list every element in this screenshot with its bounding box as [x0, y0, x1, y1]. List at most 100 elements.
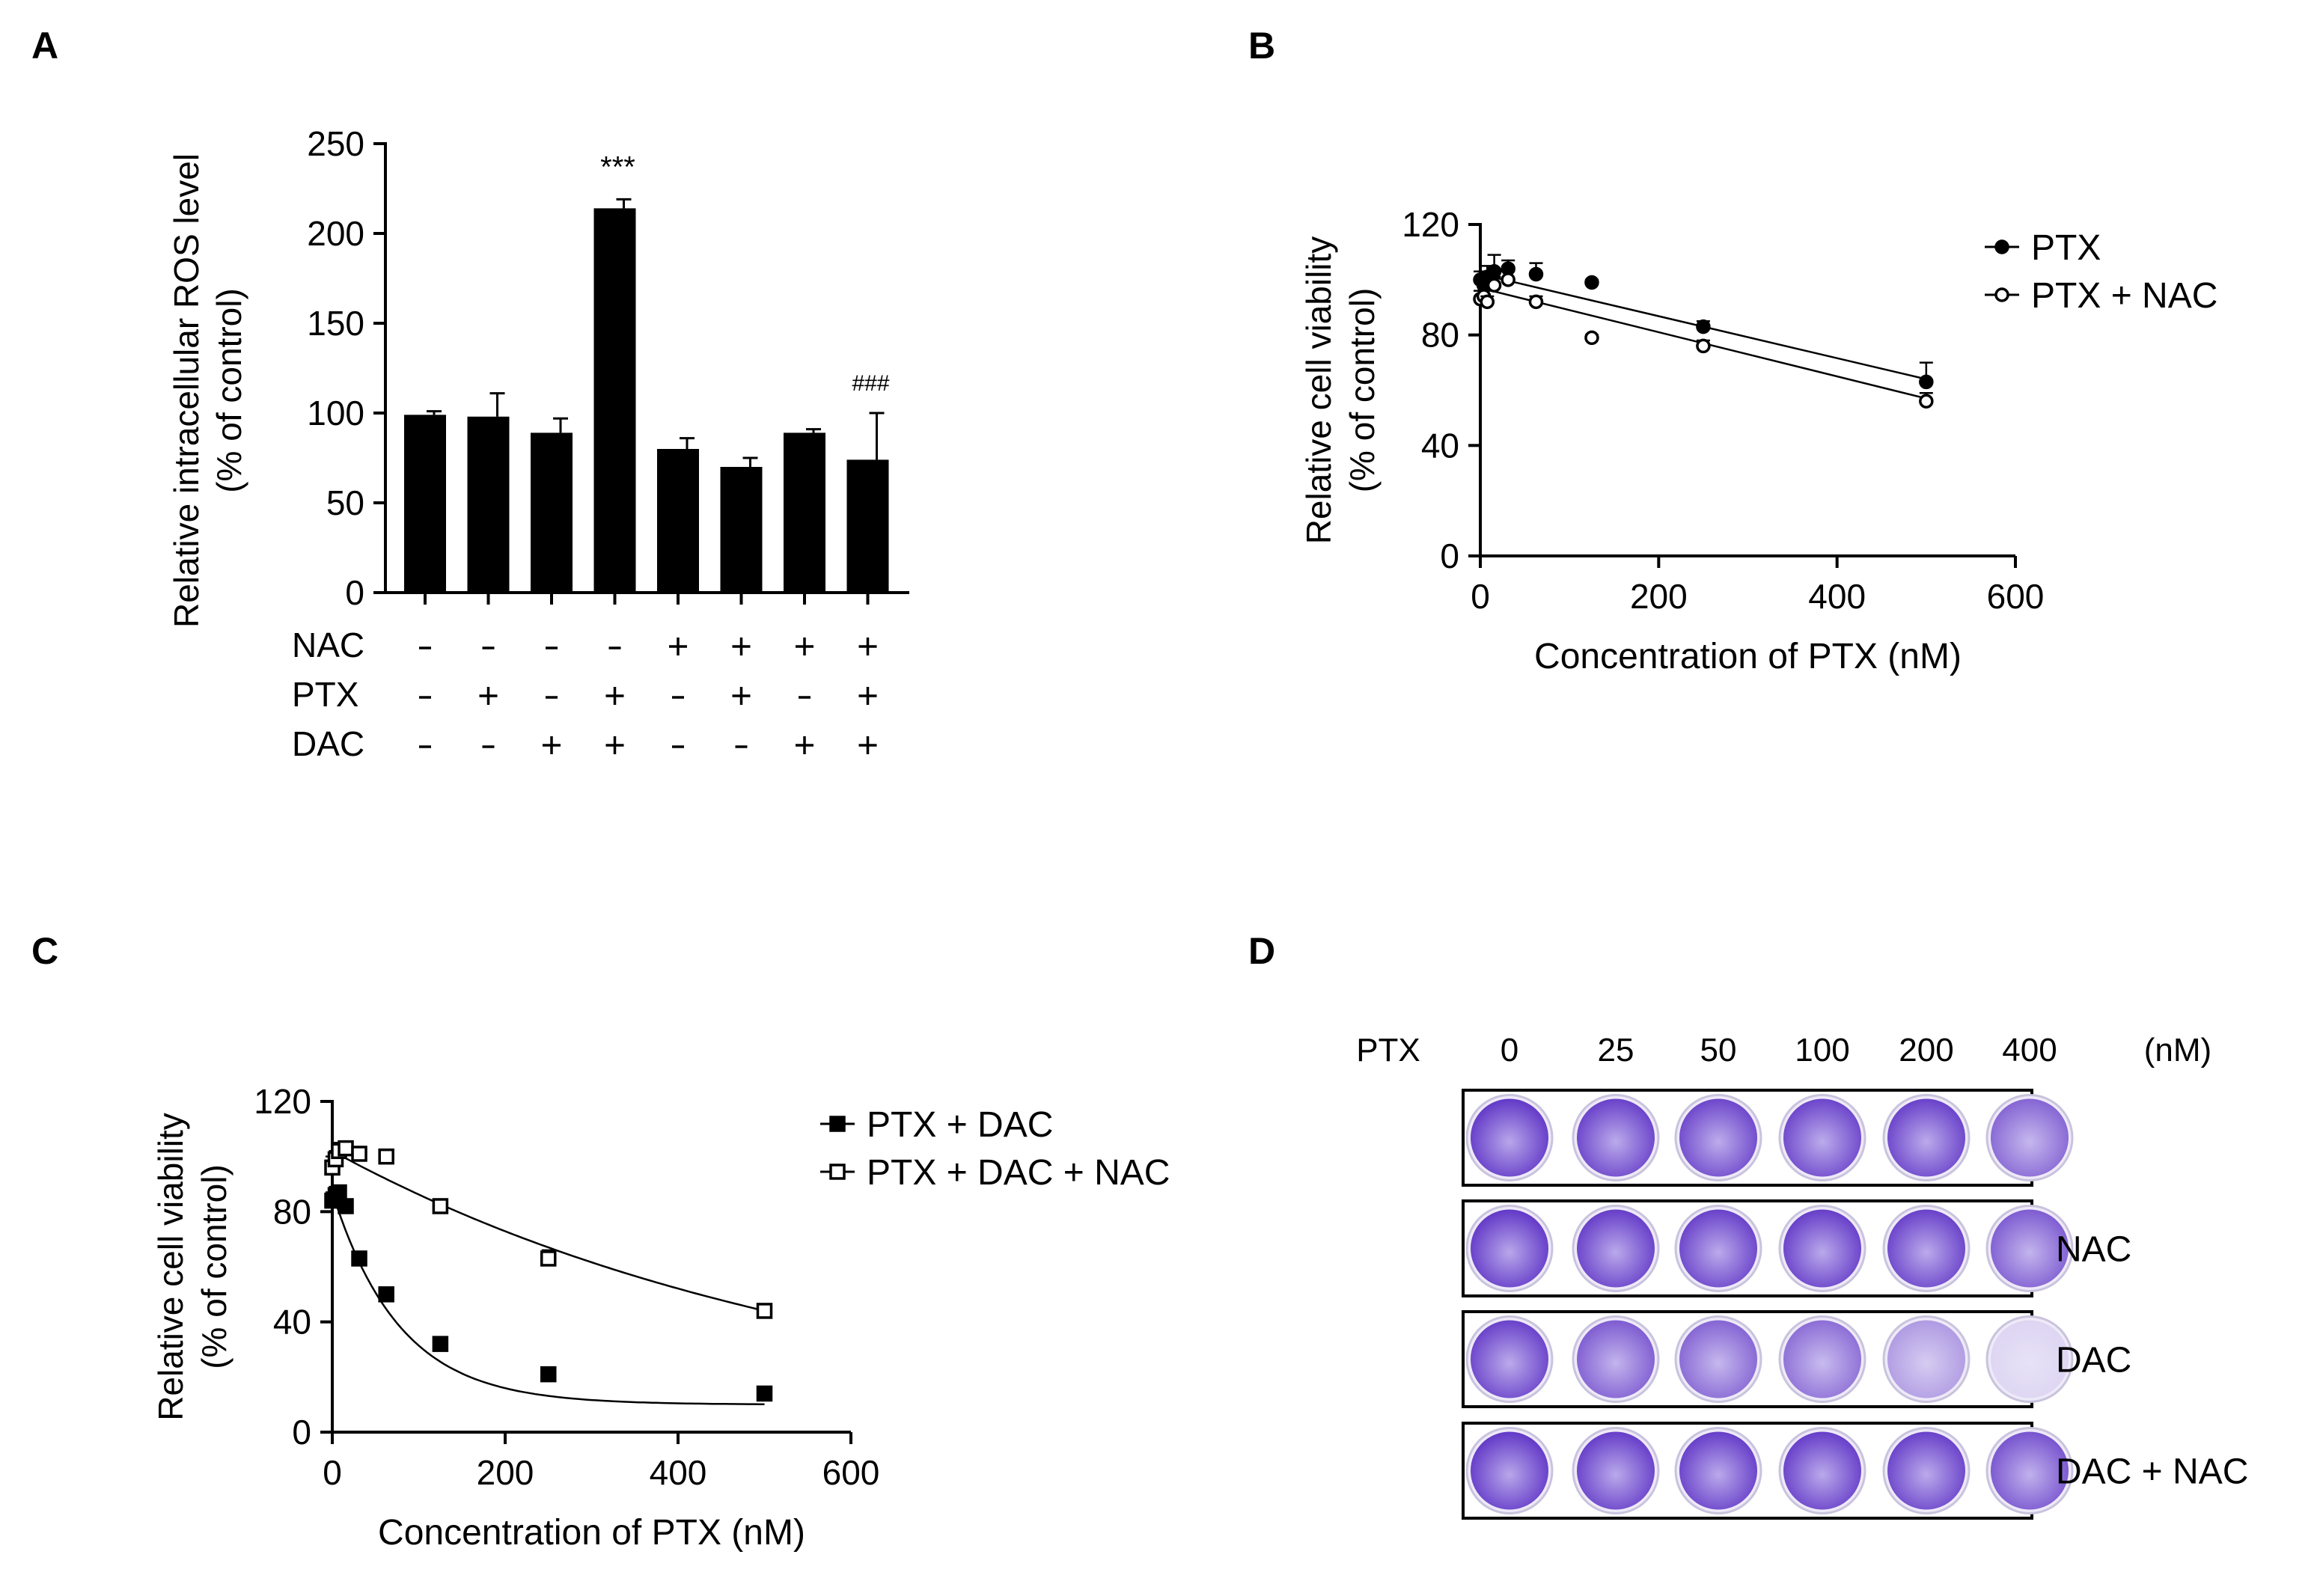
data-point [540, 1366, 557, 1383]
legend-label: PTX + DAC + NAC [867, 1153, 1170, 1193]
significance-label: *** [600, 150, 635, 183]
concentration-label: 50 [1700, 1032, 1737, 1068]
well-stain [1577, 1098, 1655, 1177]
data-point [1480, 294, 1495, 310]
panel-b-viability-chart: 0 40 80 120 0 200 400 600 Concentration of PTX (… [1299, 205, 2217, 676]
x-axis-title: Concentration of PTX (nM) [378, 1513, 805, 1553]
fit-curve [331, 1192, 765, 1405]
y-tick-label: 40 [1421, 426, 1459, 465]
well-stain [1783, 1209, 1861, 1288]
data-point [1584, 330, 1599, 346]
well-stain [1783, 1098, 1861, 1177]
bar [657, 449, 699, 593]
data-point [1994, 287, 2009, 302]
bar [531, 432, 573, 593]
well-stain [1471, 1431, 1548, 1510]
data-point [338, 1198, 354, 1214]
y-axis-subtitle: (% of control) [1343, 288, 1382, 493]
x-axis-title: Concentration of PTX (nM) [1534, 637, 1962, 676]
data-point [756, 1385, 773, 1402]
data-point [378, 1148, 394, 1165]
y-tick-label: 200 [307, 214, 364, 253]
x-tick-label: 200 [1630, 577, 1688, 616]
data-point [432, 1336, 449, 1352]
data-point [1696, 319, 1711, 334]
x-tick-label: 200 [477, 1453, 534, 1492]
y-tick-label: 40 [273, 1303, 311, 1342]
plate-row-label: DAC [2056, 1341, 2131, 1381]
x-tick-label: 600 [1987, 577, 2045, 616]
x-tick-label: 400 [650, 1453, 707, 1492]
x-tick-label: 0 [323, 1453, 342, 1492]
y-tick-label: 120 [254, 1082, 311, 1121]
data-point [331, 1184, 347, 1201]
data-point [432, 1198, 449, 1214]
y-tick-label: 80 [1421, 316, 1459, 355]
plate-row-label: DAC + NAC [2056, 1452, 2248, 1492]
well-stain [1783, 1320, 1861, 1398]
legend-label: PTX + NAC [2031, 276, 2217, 316]
data-point [540, 1250, 557, 1267]
well-stain [1471, 1098, 1548, 1177]
well-stain [1991, 1431, 2069, 1510]
well-stain [1991, 1209, 2069, 1288]
x-tick-label: 600 [822, 1453, 880, 1492]
well-stain [1679, 1098, 1757, 1177]
bar [784, 432, 825, 593]
concentration-label: 0 [1501, 1032, 1518, 1068]
panel-letter-c: C [31, 930, 58, 972]
y-tick-label: 0 [292, 1413, 311, 1452]
data-point [829, 1164, 846, 1180]
y-tick-label: 0 [1440, 536, 1459, 575]
bar [720, 467, 763, 593]
legend-label: PTX [2031, 228, 2101, 268]
data-point [1919, 394, 1934, 409]
panel-letter-d: D [1248, 930, 1275, 972]
data-point [829, 1116, 846, 1132]
concentration-label: 400 [2002, 1032, 2057, 1068]
well-stain [1887, 1098, 1965, 1177]
y-axis-title: Relative cell viability [151, 1113, 190, 1421]
data-point [1528, 294, 1544, 310]
panel-letter-b: B [1248, 25, 1275, 67]
legend-label: PTX + DAC [867, 1105, 1053, 1145]
data-point [351, 1146, 367, 1162]
concentration-label: 200 [1899, 1032, 1953, 1068]
significance-label: ### [852, 371, 889, 396]
well-stain [1991, 1098, 2069, 1177]
x-tick-label: 400 [1808, 577, 1866, 616]
well-stain [1471, 1209, 1548, 1288]
well-stain [1679, 1209, 1757, 1288]
well-stain [1679, 1320, 1757, 1398]
y-axis-subtitle: (% of control) [195, 1164, 233, 1369]
y-tick-label: 250 [307, 124, 364, 163]
data-point [1919, 374, 1934, 390]
data-point [1584, 275, 1599, 290]
well-stain [1783, 1431, 1861, 1510]
y-tick-label: 100 [307, 394, 364, 432]
bar [404, 415, 446, 593]
data-point [338, 1140, 354, 1157]
y-tick-label: 80 [273, 1192, 311, 1231]
well-stain [1679, 1431, 1757, 1510]
y-axis-title: Relative cell viability [1299, 236, 1338, 545]
well-stain [1991, 1320, 2069, 1398]
well-stain [1577, 1320, 1655, 1398]
well-stain [1577, 1209, 1655, 1288]
panel-a-bar-chart: 0 50 100 150 200 250 *** ### NAC PTX DAC Relative i… [167, 124, 909, 763]
data-point [351, 1250, 367, 1267]
data-point [1486, 264, 1502, 279]
plate-row-label: NAC [2056, 1230, 2131, 1270]
data-point [1501, 272, 1515, 287]
treatment-label-nac: NAC [292, 626, 364, 664]
y-tick-label: 150 [307, 304, 364, 343]
data-point [1994, 239, 2009, 254]
well-stain [1577, 1431, 1655, 1510]
bar [593, 208, 636, 593]
well-stain [1887, 1431, 1965, 1510]
panel-c-viability-chart: 0 40 80 120 0 200 400 600 Concentration of PTX (… [151, 1082, 1170, 1553]
concentration-label: 100 [1795, 1032, 1849, 1068]
y-axis-subtitle: (% of control) [210, 288, 248, 493]
y-axis-title: Relative intracellular ROS level [167, 153, 206, 628]
